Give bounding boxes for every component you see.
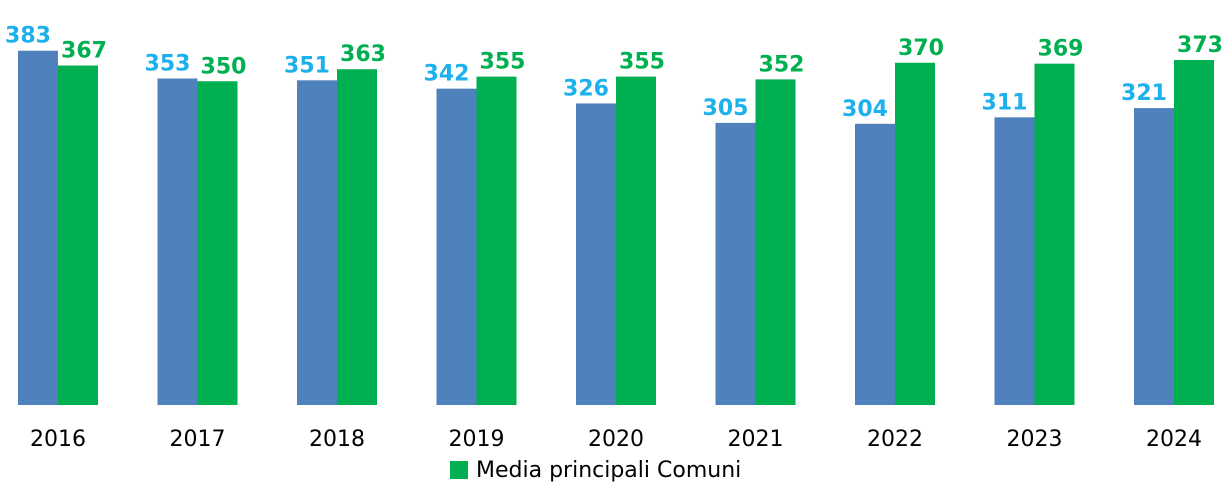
value-label: 305 xyxy=(703,96,749,121)
value-label: 311 xyxy=(982,90,1028,115)
bar xyxy=(715,122,756,405)
value-label: 326 xyxy=(563,76,609,101)
x-tick-label: 2022 xyxy=(867,427,923,452)
bar xyxy=(994,117,1035,405)
value-label: 321 xyxy=(1121,81,1167,106)
value-label: 352 xyxy=(759,52,805,77)
value-label: 342 xyxy=(424,62,470,87)
bar xyxy=(197,81,238,405)
bar xyxy=(297,80,337,405)
value-label: 350 xyxy=(201,54,247,79)
value-label: 367 xyxy=(61,39,107,64)
bar xyxy=(18,50,58,405)
value-label: 353 xyxy=(145,51,191,76)
bar xyxy=(1034,63,1075,406)
bar xyxy=(476,76,517,405)
legend-swatch xyxy=(450,461,468,479)
bar xyxy=(436,88,477,406)
bar xyxy=(755,79,796,406)
legend-label: Media principali Comuni xyxy=(476,458,741,483)
bar xyxy=(1174,59,1214,405)
bar xyxy=(616,76,656,405)
x-tick-label: 2020 xyxy=(588,427,644,452)
value-label: 304 xyxy=(842,97,888,122)
x-tick-label: 2021 xyxy=(728,427,784,452)
bar xyxy=(855,123,895,406)
value-label: 355 xyxy=(619,50,665,75)
bar xyxy=(895,62,935,405)
bar xyxy=(337,69,377,405)
x-tick-label: 2017 xyxy=(170,427,226,452)
value-label: 373 xyxy=(1177,33,1222,58)
value-label: 355 xyxy=(480,50,526,75)
x-tick-label: 2024 xyxy=(1146,427,1202,452)
bar xyxy=(576,103,616,405)
bar xyxy=(58,65,98,406)
value-label: 370 xyxy=(898,36,944,61)
x-tick-label: 2016 xyxy=(30,427,86,452)
value-label: 369 xyxy=(1038,37,1084,62)
bar xyxy=(157,78,198,405)
value-label: 363 xyxy=(340,42,386,67)
value-label: 383 xyxy=(5,24,51,49)
value-label: 351 xyxy=(284,53,330,78)
bar xyxy=(1134,108,1174,405)
x-tick-label: 2019 xyxy=(449,427,505,452)
x-tick-label: 2018 xyxy=(309,427,365,452)
x-tick-label: 2023 xyxy=(1007,427,1063,452)
